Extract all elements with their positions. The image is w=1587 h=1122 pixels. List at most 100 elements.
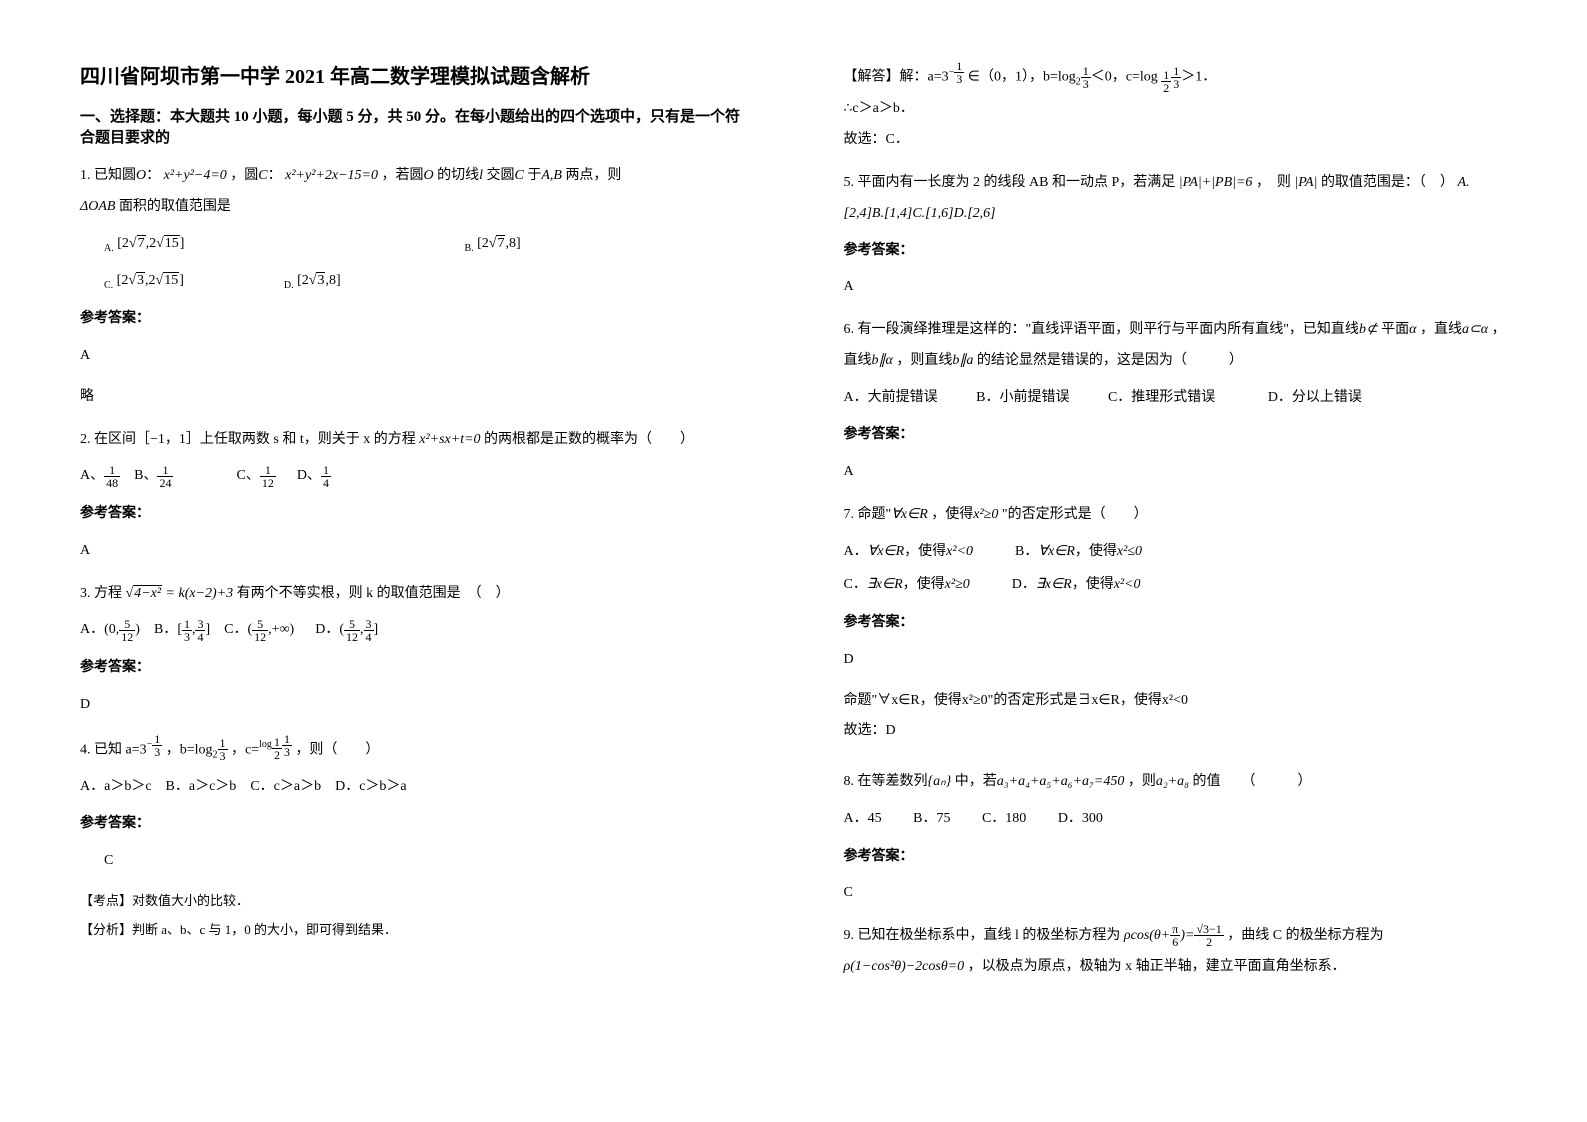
q8-opt-d: D．300: [1058, 811, 1103, 826]
q1-o: O: [136, 168, 146, 183]
q3-right: = k(x−2)+3: [166, 586, 234, 601]
q1-pre: 1. 已知圆: [80, 168, 136, 183]
q1-opt-b: B. [2√7,8]: [464, 227, 520, 261]
q3-text: 3. 方程 √4−x² = k(x−2)+3 有两个不等实根，则 k 的取值范围…: [80, 579, 744, 610]
q7-note2: 故选：D: [844, 716, 1508, 747]
q2-d: D、14: [297, 468, 331, 483]
question-5: 5. 平面内有一长度为 2 的线段 AB 和一动点 P，若满足 |PA|+|PB…: [844, 168, 1508, 303]
question-4: 4. 已知 a=3−13 ，b=log213 ，c=log1213 ，则（ ） …: [80, 733, 744, 945]
q8-opt-a: A．45: [844, 811, 882, 826]
q7-answer-label: 参考答案：: [844, 608, 1508, 639]
q3-sqrt: 4−x²: [133, 585, 162, 601]
q2-options: A、148 B、124 C、112 D、14: [80, 459, 744, 493]
q7-opt-a: A．∀x∈R，使得x²<0: [844, 544, 974, 559]
q8-answer-label: 参考答案：: [844, 842, 1508, 873]
q5-answer: A: [844, 272, 1508, 303]
q2-eq: x²+sx+t=0: [419, 432, 480, 447]
left-column: 四川省阿坝市第一中学 2021 年高二数学理模拟试题含解析 一、选择题：本大题共…: [0, 0, 794, 1122]
q4-note1: 【考点】对数值大小的比较．: [80, 887, 744, 916]
q7-opt-b: B．∀x∈R，使得x²≤0: [1015, 544, 1142, 559]
q7-note1: 命题"∀x∈R，使得x²≥0"的否定形式是∃x∈R，使得x²<0: [844, 686, 1508, 717]
right-column: 【解答】解：a=3−13 ∈（0，1），b=log213＜0，c=log 121…: [794, 0, 1587, 1122]
q4-c: ，c=: [231, 742, 259, 757]
q1-eq2: x²+y²+2x−15=0: [285, 168, 378, 183]
q2-a: A、148: [80, 468, 120, 483]
q4-solve-line: 【解答】解：a=3−13 ∈（0，1），b=log213＜0，c=log 121…: [844, 60, 1508, 94]
q4-conclusion: ∴c＞a＞b．: [844, 94, 1508, 125]
q6-opt-d: D．分以上错误: [1268, 390, 1362, 405]
q5-text: 5. 平面内有一长度为 2 的线段 AB 和一动点 P，若满足 |PA|+|PB…: [844, 168, 1508, 230]
q4-b: ，b=log: [166, 742, 213, 757]
q4-options: A．a＞b＞c B．a＞c＞b C．c＞a＞b D．c＞b＞a: [80, 770, 744, 804]
q7-options: A．∀x∈R，使得x²<0 B．∀x∈R，使得x²≤0 C．∃x∈R，使得x²≥…: [844, 535, 1508, 602]
q3-pre: 3. 方程: [80, 586, 122, 601]
question-9: 9. 已知在极坐标系中，直线 l 的极坐标方程为 ρcos(θ+π6)=√3−1…: [844, 921, 1508, 983]
q4-answer: C: [104, 846, 744, 877]
q3-b: B．[13,34]: [154, 622, 210, 637]
q6-text: 6. 有一段演绎推理是这样的："直线评语平面，则平行与平面内所有直线"，已知直线…: [844, 315, 1508, 377]
q1-triangle: ΔOAB: [80, 199, 115, 214]
q3-answer: D: [80, 690, 744, 721]
q7-opt-d: D．∃x∈R，使得x²<0: [1012, 577, 1141, 592]
q1-opt-d: D. [2√3,8]: [284, 264, 341, 298]
q1-mid1: ，圆: [230, 168, 258, 183]
question-8: 8. 在等差数列{aₙ} 中，若a₃+a₄+a₅+a₆+a₇=450 ，则a₂+…: [844, 767, 1508, 909]
q1-tail: 面积的取值范围是: [119, 199, 231, 214]
q4-text: 4. 已知 a=3−13 ，b=log213 ，c=log1213 ，则（ ）: [80, 733, 744, 766]
q1-c: C: [258, 168, 267, 183]
q2-b: B、124: [134, 468, 173, 483]
question-2: 2. 在区间［−1，1］上任取两数 s 和 t，则关于 x 的方程 x²+sx+…: [80, 425, 744, 567]
q2-answer-label: 参考答案：: [80, 499, 744, 530]
q4-opt-b: B．a＞c＞b: [166, 779, 237, 794]
q5-answer-label: 参考答案：: [844, 236, 1508, 267]
q3-answer-label: 参考答案：: [80, 653, 744, 684]
q1-ab: A,B: [541, 168, 562, 183]
q9-text: 9. 已知在极坐标系中，直线 l 的极坐标方程为 ρcos(θ+π6)=√3−1…: [844, 921, 1508, 983]
q1-mid6: 两点，则: [565, 168, 621, 183]
q1-answer: A: [80, 341, 744, 372]
q3-tail: 有两个不等实根，则 k 的取值范围是 （ ）: [237, 586, 510, 601]
q2-text: 2. 在区间［−1，1］上任取两数 s 和 t，则关于 x 的方程 x²+sx+…: [80, 425, 744, 456]
q4-opt-d: D．c＞b＞a: [335, 779, 407, 794]
q1-eq1: x²+y²−4=0: [164, 168, 227, 183]
q7-opt-c: C．∃x∈R，使得x²≥0: [844, 577, 970, 592]
q4-tail: ，则（ ）: [295, 742, 379, 757]
question-7: 7. 命题"∀x∈R ，使得x²≥0 "的否定形式是（ ） A．∀x∈R，使得x…: [844, 500, 1508, 747]
q6-opt-c: C．推理形式错误: [1108, 390, 1215, 405]
section-1-header: 一、选择题：本大题共 10 小题，每小题 5 分，共 50 分。在每小题给出的四…: [80, 105, 744, 147]
q1-text: 1. 已知圆O： x²+y²−4=0 ，圆C： x²+y²+2x−15=0 ，若…: [80, 161, 744, 223]
document-title: 四川省阿坝市第一中学 2021 年高二数学理模拟试题含解析: [80, 60, 744, 89]
q1-opt-c: C. [2√3,2√15]: [104, 264, 184, 298]
q2-tail: 的两根都是正数的概率为（ ）: [484, 432, 694, 447]
q8-answer: C: [844, 878, 1508, 909]
q6-opt-b: B．小前提错误: [976, 390, 1069, 405]
q4-note2: 【分析】判断 a、b、c 与 1，0 的大小，即可得到结果．: [80, 916, 744, 945]
q8-text: 8. 在等差数列{aₙ} 中，若a₃+a₄+a₅+a₆+a₇=450 ，则a₂+…: [844, 767, 1508, 798]
q2-answer: A: [80, 536, 744, 567]
q4-opt-a: A．a＞b＞c: [80, 779, 152, 794]
q1-mid4: 交圆: [486, 168, 514, 183]
q1-mid5: 于: [527, 168, 541, 183]
q4-answer-label: 参考答案：: [80, 809, 744, 840]
q6-options: A．大前提错误 B．小前提错误 C．推理形式错误 D．分以上错误: [844, 381, 1508, 415]
q3-c: C．(512,+∞): [224, 622, 294, 637]
q6-answer-label: 参考答案：: [844, 420, 1508, 451]
q1-c2: C: [514, 168, 523, 183]
q1-answer-label: 参考答案：: [80, 304, 744, 335]
q1-note: 略: [80, 382, 744, 413]
q3-options: A．(0,512) B．[13,34] C．(512,+∞) D．(512,34…: [80, 613, 744, 647]
question-1: 1. 已知圆O： x²+y²−4=0 ，圆C： x²+y²+2x−15=0 ，若…: [80, 161, 744, 413]
q8-opt-c: C．180: [982, 811, 1026, 826]
q1-opt-a: A. [2√7,2√15]: [104, 227, 184, 261]
q1-l: l: [479, 168, 483, 183]
q6-opt-a: A．大前提错误: [844, 390, 938, 405]
q4-solve: 【解答】解：a=3−13 ∈（0，1），b=log213＜0，c=log 121…: [844, 60, 1508, 156]
q3-d: D．(512,34]: [315, 622, 378, 637]
q1-mid2: ，若圆: [381, 168, 423, 183]
q1-o2: O: [423, 168, 433, 183]
q6-answer: A: [844, 457, 1508, 488]
q4-opt-c: C．c＞a＞b: [250, 779, 321, 794]
q7-text: 7. 命题"∀x∈R ，使得x²≥0 "的否定形式是（ ）: [844, 500, 1508, 531]
q4-choice: 故选：C．: [844, 125, 1508, 156]
q8-options: A．45 B．75 C．180 D．300: [844, 802, 1508, 836]
